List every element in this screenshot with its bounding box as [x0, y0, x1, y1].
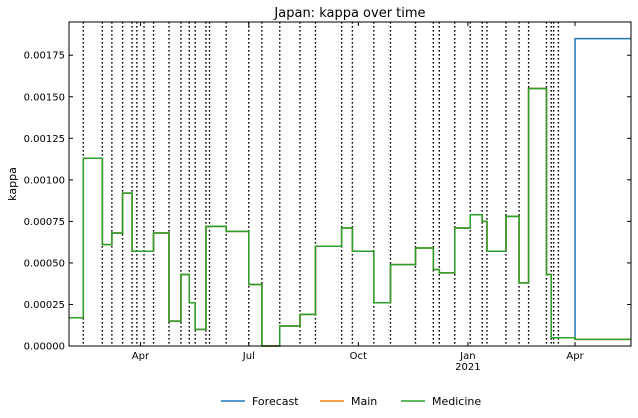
series-line-medicine: [69, 87, 631, 347]
legend-label-forecast: Forecast: [252, 395, 299, 408]
y-axis: 0.00000 0.00025 0.00050 0.00075 0.00100 0.001…: [24, 51, 631, 353]
change-point-lines: [82, 22, 560, 346]
y-tick-label: 0.00025: [24, 300, 65, 311]
legend-label-medicine: Medicine: [432, 395, 481, 408]
y-tick-label: 0.00050: [24, 258, 65, 269]
x-tick-label: Oct: [350, 351, 367, 362]
y-tick-label: 0.00100: [24, 175, 65, 186]
y-tick-label: 0.00000: [24, 342, 65, 353]
y-axis-label: kappa: [6, 167, 19, 201]
legend: Forecast Main Medicine: [221, 395, 481, 408]
y-tick-label: 0.00125: [24, 134, 65, 145]
x-tick-label: Apr: [132, 351, 150, 362]
series-lines: [69, 37, 631, 347]
x-tick-label: Jul: [242, 351, 255, 362]
plot-frame: [68, 21, 632, 347]
y-tick-label: 0.00075: [24, 217, 65, 228]
y-tick-label: 0.00150: [24, 92, 65, 103]
x-tick-label: Jan: [459, 351, 475, 362]
x-tick-sublabel: 2021: [455, 362, 480, 373]
y-tick-label: 0.00175: [24, 51, 65, 62]
legend-label-main: Main: [351, 395, 377, 408]
x-tick-label: Apr: [566, 351, 584, 362]
chart-title: Japan: kappa over time: [273, 6, 425, 21]
